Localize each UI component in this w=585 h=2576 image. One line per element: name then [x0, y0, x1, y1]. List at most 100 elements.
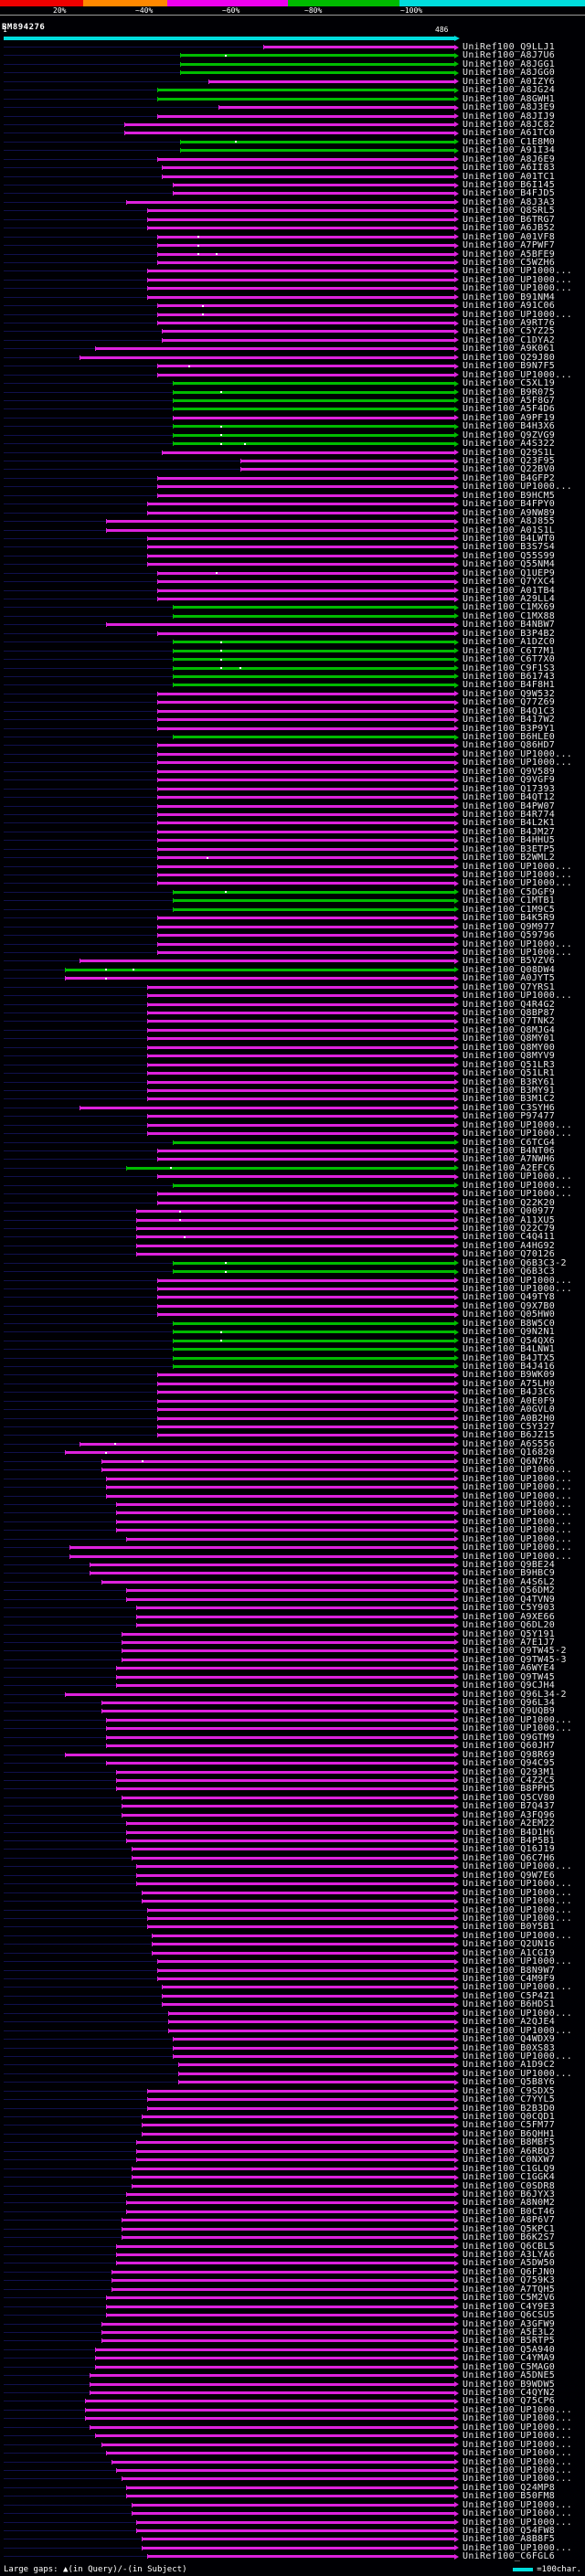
hit-row[interactable]: UniRef100_B9WDW5 [0, 2380, 585, 2389]
hit-label[interactable]: UniRef100_Q96L34-2 [463, 1689, 567, 1700]
alignment-bar[interactable] [115, 1684, 454, 1688]
hit-row[interactable]: UniRef100_UP1000... [0, 1552, 585, 1561]
alignment-bar[interactable] [147, 2098, 454, 2102]
alignment-bar[interactable] [101, 1459, 454, 1463]
alignment-bar[interactable] [115, 1787, 454, 1791]
hit-label[interactable]: UniRef100_Q9W532 [463, 688, 556, 699]
hit-row[interactable]: UniRef100_UP1000... [0, 310, 585, 319]
hit-label[interactable]: UniRef100_A4S6L2 [463, 1576, 556, 1587]
alignment-bar[interactable] [121, 1805, 454, 1808]
hit-label[interactable]: UniRef100_UP1000... [463, 2474, 573, 2485]
hit-label[interactable]: UniRef100_Q4WDX9 [463, 2034, 556, 2045]
alignment-bar[interactable] [90, 2391, 454, 2394]
alignment-bar[interactable] [157, 493, 454, 497]
alignment-bar[interactable] [157, 709, 454, 713]
hit-label[interactable]: UniRef100_C6T7X0 [463, 654, 556, 665]
alignment-bar[interactable] [101, 1580, 454, 1584]
alignment-bar[interactable] [136, 1244, 454, 1247]
hit-row[interactable]: UniRef100_Q4R4G2 [0, 1000, 585, 1009]
hit-label[interactable]: UniRef100_Q77Z69 [463, 697, 556, 708]
hit-label[interactable]: UniRef100_B4NBW7 [463, 620, 556, 631]
hit-row[interactable]: UniRef100_B8MBF5 [0, 2138, 585, 2147]
hit-row[interactable]: UniRef100_Q22C79 [0, 1224, 585, 1234]
hit-label[interactable]: UniRef100_B0XS83 [463, 2042, 556, 2053]
alignment-bar[interactable] [105, 1735, 454, 1739]
hit-row[interactable]: UniRef100_A5DW50 [0, 2259, 585, 2268]
alignment-bar[interactable] [105, 1718, 454, 1722]
alignment-bar[interactable] [147, 1020, 454, 1023]
hit-row[interactable]: UniRef100_Q6N7R6 [0, 1457, 585, 1467]
hit-row[interactable]: UniRef100_UP1000... [0, 862, 585, 871]
hit-row[interactable]: UniRef100_UP1000... [0, 1465, 585, 1476]
hit-row[interactable]: UniRef100_C4Y9E3 [0, 2302, 585, 2311]
alignment-bar[interactable] [179, 62, 454, 66]
alignment-bar[interactable] [162, 330, 454, 334]
alignment-bar[interactable] [147, 278, 454, 281]
hit-row[interactable]: UniRef100_A7PWF7 [0, 240, 585, 250]
hit-row[interactable]: UniRef100_A4S322 [0, 439, 585, 449]
alignment-bar[interactable] [105, 1494, 454, 1498]
hit-label[interactable]: UniRef100_UP1000... [463, 1284, 573, 1294]
alignment-bar[interactable] [147, 1045, 454, 1049]
hit-label[interactable]: UniRef100_UP1000... [463, 1490, 573, 1501]
hit-label[interactable]: UniRef100_Q6C7H6 [463, 1852, 556, 1863]
hit-label[interactable]: UniRef100_C5M2V6 [463, 2293, 556, 2304]
hit-label[interactable]: UniRef100_B4LNW1 [463, 1344, 556, 1355]
alignment-bar[interactable] [157, 1960, 454, 1964]
hit-row[interactable]: UniRef100_A7E1J7 [0, 1638, 585, 1648]
hit-row[interactable]: UniRef100_A1DZC0 [0, 637, 585, 647]
hit-label[interactable]: UniRef100_A6II83 [463, 163, 556, 174]
alignment-bar[interactable] [157, 114, 454, 118]
alignment-bar[interactable] [136, 1218, 454, 1222]
hit-row[interactable]: UniRef100_Q9UQB9 [0, 1707, 585, 1716]
hit-label[interactable]: UniRef100_B4R774 [463, 809, 556, 820]
hit-row[interactable]: UniRef100_A5E3L2 [0, 2327, 585, 2337]
hit-label[interactable]: UniRef100_C0SDR8 [463, 2180, 556, 2191]
hit-label[interactable]: UniRef100_B4H3X6 [463, 421, 556, 432]
hit-row[interactable]: UniRef100_B50FM8 [0, 2491, 585, 2501]
hit-row[interactable]: UniRef100_A8GWH1 [0, 94, 585, 103]
hit-label[interactable]: UniRef100_B4J416 [463, 1361, 556, 1372]
alignment-bar[interactable] [142, 1891, 454, 1894]
hit-row[interactable]: UniRef100_B4FJD5 [0, 189, 585, 198]
hit-row[interactable]: UniRef100_C5MAG0 [0, 2362, 585, 2371]
alignment-bar[interactable] [121, 2477, 454, 2481]
hit-row[interactable]: UniRef100_B4GFP2 [0, 473, 585, 483]
hit-label[interactable]: UniRef100_Q22BV0 [463, 464, 556, 475]
alignment-bar[interactable] [172, 1356, 454, 1360]
alignment-bar[interactable] [157, 97, 454, 101]
hit-row[interactable]: UniRef100_A8J7U6 [0, 50, 585, 61]
alignment-bar[interactable] [136, 1210, 454, 1214]
hit-row[interactable]: UniRef100_Q9TW45 [0, 1672, 585, 1681]
alignment-bar[interactable] [115, 1770, 454, 1774]
alignment-bar[interactable] [157, 1977, 454, 1980]
hit-label[interactable]: UniRef100_Q22K20 [463, 1197, 556, 1208]
alignment-bar[interactable] [177, 2063, 454, 2067]
hit-label[interactable]: UniRef100_UP1000... [463, 1119, 573, 1130]
hit-label[interactable]: UniRef100_UP1000... [463, 2404, 573, 2415]
alignment-bar[interactable] [147, 1925, 454, 1929]
hit-label[interactable]: UniRef100_UP1000... [463, 2025, 573, 2036]
hit-row[interactable]: UniRef100_C5YZ25 [0, 327, 585, 336]
alignment-bar[interactable] [115, 1675, 454, 1679]
hit-row[interactable]: UniRef100_C5M2V6 [0, 2293, 585, 2304]
alignment-bar[interactable] [157, 571, 454, 575]
alignment-bar[interactable] [157, 252, 454, 256]
hit-label[interactable]: UniRef100_UP1000... [463, 1465, 573, 1476]
hit-label[interactable]: UniRef100_B4FPY0 [463, 499, 556, 510]
hit-row[interactable]: UniRef100_UP1000... [0, 1905, 585, 1914]
alignment-bar[interactable] [172, 658, 454, 662]
hit-row[interactable]: UniRef100_A9PF19 [0, 413, 585, 423]
alignment-bar[interactable] [208, 80, 454, 83]
alignment-bar[interactable] [157, 692, 454, 695]
alignment-bar[interactable] [162, 1986, 454, 1989]
hit-label[interactable]: UniRef100_Q55S99 [463, 550, 556, 561]
alignment-bar[interactable] [105, 1477, 454, 1480]
hit-label[interactable]: UniRef100_A8J7U6 [463, 50, 556, 61]
hit-row[interactable]: UniRef100_B6HLE0 [0, 732, 585, 742]
hit-label[interactable]: UniRef100_B6K2S7 [463, 2232, 556, 2243]
alignment-bar[interactable] [136, 1226, 454, 1230]
alignment-bar[interactable] [172, 1261, 454, 1265]
hit-row[interactable]: UniRef100_UP1000... [0, 1284, 585, 1294]
alignment-bar[interactable] [177, 2072, 454, 2075]
